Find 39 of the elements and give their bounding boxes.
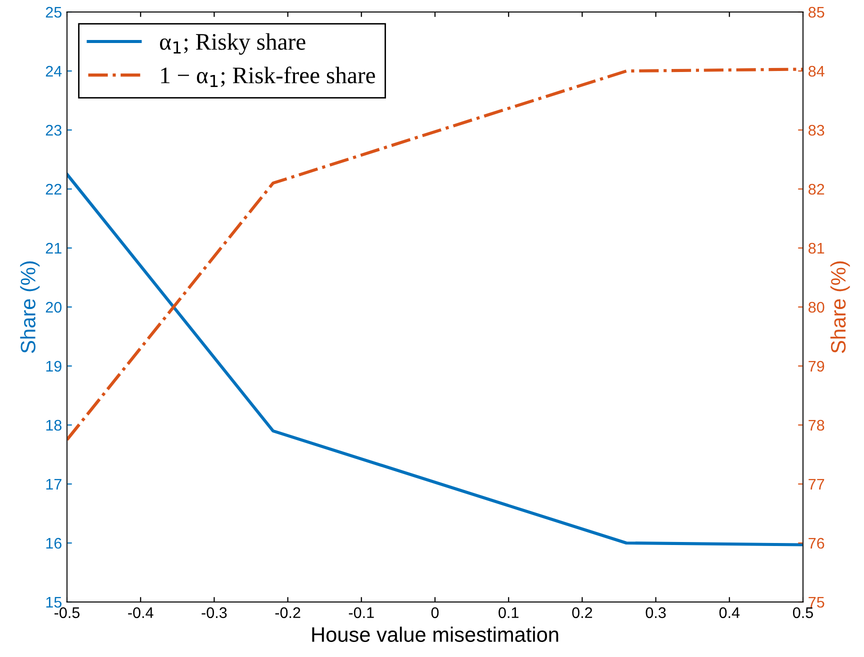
x-tick-label: 0.2 [572, 607, 592, 618]
y2-tick-label: 81 [808, 242, 824, 254]
y2-tick-label: 83 [808, 124, 824, 136]
x-tick-label: 0.1 [498, 607, 518, 618]
x-axis-title: House value misestimation [312, 626, 558, 642]
y2-tick-label: 78 [808, 420, 824, 431]
y-tick-label: 21 [46, 242, 62, 254]
y-tick-label: 25 [46, 6, 62, 18]
x-tick-label: 0.4 [719, 607, 740, 618]
y-tick-label: 16 [46, 538, 62, 549]
line-series [67, 172, 803, 546]
x-tick-label: -0.5 [54, 607, 80, 618]
y-tick-label: 15 [46, 597, 62, 608]
x-tick-label: 0.3 [646, 607, 666, 618]
y2-tick-label: 75 [808, 597, 824, 608]
x-tick-label: -0.1 [348, 607, 374, 618]
y2-tick-label: 77 [808, 479, 824, 490]
y2-tick-label: 76 [808, 538, 824, 549]
legend-label: 1 − α$_{1}$; Risk-free share [161, 66, 375, 88]
y-tick-label: 24 [46, 66, 62, 77]
y2-tick-label: 79 [808, 360, 824, 372]
x-tick-label: -0.4 [128, 607, 154, 618]
y2-tick-label: 80 [808, 302, 824, 313]
y2-tick-label: 84 [808, 66, 824, 77]
y-axis-title: Share (%) [20, 261, 40, 353]
y-tick-label: 18 [46, 420, 62, 431]
y-tick-label: 19 [46, 360, 62, 372]
y-tick-label: 22 [46, 184, 62, 195]
x-tick-label: 0.5 [792, 607, 813, 618]
x-tick-label: -0.2 [275, 607, 300, 618]
y2-tick-label: 85 [808, 6, 824, 18]
x-tick-label: 0 [431, 607, 439, 618]
y2-axis-title: Share (%) [830, 261, 850, 353]
y-tick-label: 20 [46, 302, 62, 313]
x-tick-label: -0.3 [202, 607, 227, 618]
legend-label: α$_{1}$; Risky share [160, 33, 306, 55]
y2-tick-label: 82 [808, 184, 824, 195]
y-tick-label: 17 [46, 479, 62, 490]
y-tick-label: 23 [46, 124, 62, 136]
